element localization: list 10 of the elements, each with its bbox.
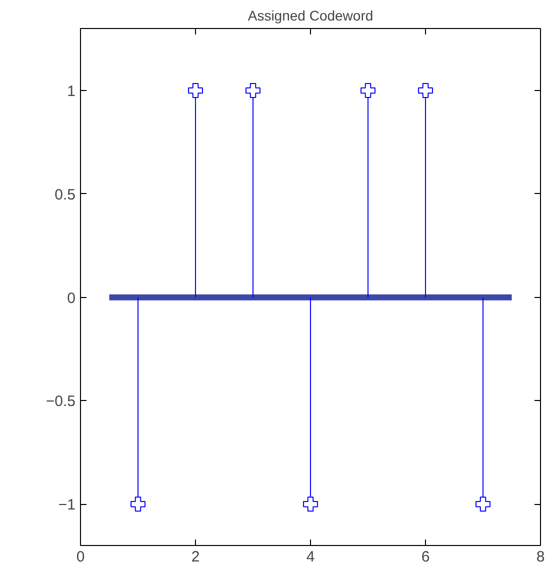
y-tick-label: 0.5 <box>54 186 76 204</box>
y-tick-label: −1 <box>58 496 76 514</box>
y-tick-label: −0.5 <box>46 393 76 410</box>
y-tick-label: 1 <box>67 83 76 100</box>
x-tick-label: 2 <box>191 548 200 566</box>
chart-title: Assigned Codeword <box>248 8 374 24</box>
x-tick-label: 8 <box>536 548 545 566</box>
y-tick-label: 0 <box>67 290 76 307</box>
x-tick-label: 6 <box>421 548 430 566</box>
x-tick-label: 4 <box>306 548 315 566</box>
